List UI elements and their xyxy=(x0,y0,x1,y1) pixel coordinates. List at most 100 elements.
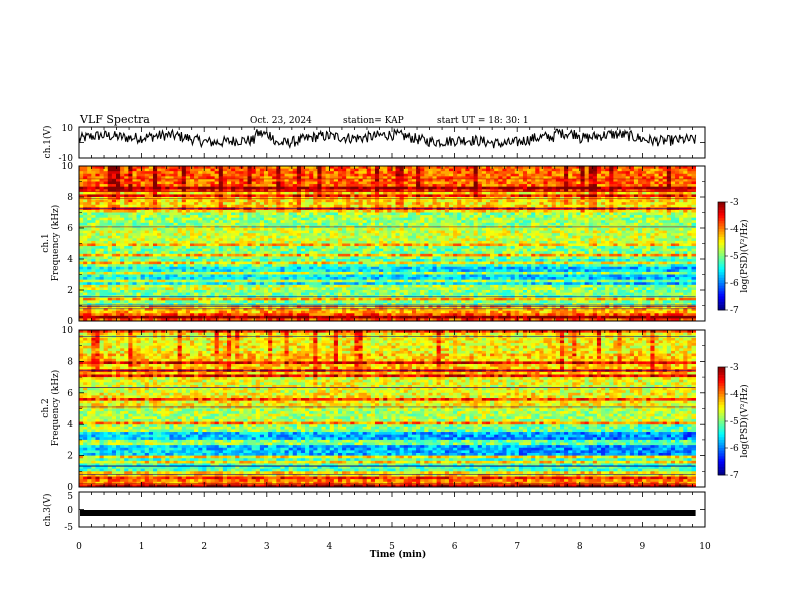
spectrogram-cell xyxy=(202,199,207,203)
spectrogram-cell xyxy=(214,300,220,304)
spectrogram-cell xyxy=(111,300,117,304)
spectrogram-cell xyxy=(189,292,195,296)
spectrogram-cell xyxy=(177,199,183,203)
spectrogram-cell xyxy=(317,171,322,175)
spectrogram-cell xyxy=(99,277,105,281)
spectrogram-cell xyxy=(407,204,413,208)
spectrogram-cell xyxy=(226,259,232,262)
spectrogram-cell xyxy=(337,305,343,309)
spectrogram-cell xyxy=(354,266,359,270)
spectrogram-cell xyxy=(128,248,133,252)
spectrogram-cell xyxy=(124,230,129,234)
spectrogram-cell xyxy=(292,240,298,244)
spectrogram-cell xyxy=(152,297,158,301)
spectrogram-cell xyxy=(263,238,269,242)
spectrogram-cell xyxy=(202,308,207,312)
spectrogram-cell xyxy=(222,222,228,226)
spectrogram-cell xyxy=(116,277,121,281)
spectrogram-cell xyxy=(169,186,174,190)
spectrogram-cell xyxy=(124,297,129,301)
spectrogram-cell xyxy=(366,184,372,188)
spectrogram-cell xyxy=(111,266,117,270)
spectrogram-cell xyxy=(268,189,273,193)
spectrogram-cell xyxy=(403,248,409,252)
spectrogram-cell xyxy=(132,271,137,275)
spectrogram-cell xyxy=(337,228,343,231)
spectrogram-cell xyxy=(148,248,154,252)
spectrogram-cell xyxy=(292,222,298,226)
spectrogram-cell xyxy=(144,217,150,221)
spectrogram-cell xyxy=(99,271,105,275)
spectrogram-cell xyxy=(292,181,298,185)
spectrogram-cell xyxy=(140,166,146,169)
spectrogram-cell xyxy=(189,230,195,234)
spectrogram-cell xyxy=(272,199,277,203)
spectrogram-cell xyxy=(247,271,253,275)
spectrogram-cell xyxy=(152,266,158,270)
spectrogram-cell xyxy=(136,246,142,250)
spectrogram-cell xyxy=(329,248,335,252)
spectrogram-cell xyxy=(83,233,88,237)
spectrogram-cell xyxy=(309,215,314,219)
spectrogram-cell xyxy=(132,297,137,301)
spectrogram-cell xyxy=(87,189,92,193)
spectrogram-cell xyxy=(247,290,253,293)
spectrogram-cell xyxy=(140,228,146,231)
spectrogram-cell xyxy=(165,277,170,281)
spectrogram-cell xyxy=(387,168,392,172)
spectrogram-cell xyxy=(91,168,96,172)
spectrogram-cell xyxy=(189,212,195,216)
spectrogram-cell xyxy=(354,305,359,309)
spectrogram-cell xyxy=(173,284,179,288)
spectrogram-cell xyxy=(148,279,154,283)
spectrogram-cell xyxy=(305,308,310,312)
spectrogram-cell xyxy=(370,256,376,260)
spectrogram-cell xyxy=(243,248,248,252)
spectrogram-cell xyxy=(198,181,203,185)
spectrogram-cell xyxy=(313,173,318,177)
spectrogram-cell xyxy=(226,261,232,265)
spectrogram-cell xyxy=(346,176,351,180)
spectrogram-cell xyxy=(169,256,174,260)
spectrogram-cell xyxy=(165,233,170,237)
spectrogram-cell xyxy=(379,176,384,180)
spectrogram-cell xyxy=(161,176,166,180)
spectrogram-cell xyxy=(251,235,257,239)
spectrogram-cell xyxy=(218,282,224,286)
spectrogram-cell xyxy=(173,297,179,301)
spectrogram-cell xyxy=(313,271,318,275)
spectrogram-cell xyxy=(268,277,273,281)
spectrogram-cell xyxy=(226,168,232,172)
spectrogram-cell xyxy=(177,318,183,322)
spectrogram-cell xyxy=(194,290,199,293)
spectrogram-cell xyxy=(144,212,150,216)
spectrogram-cell xyxy=(132,173,137,177)
spectrogram-cell xyxy=(247,308,253,312)
spectrogram-cell xyxy=(395,171,401,175)
spectrogram-cell xyxy=(350,222,355,226)
spectrogram-cell xyxy=(292,305,298,309)
spectrogram-cell xyxy=(169,308,174,312)
spectrogram-cell xyxy=(263,243,269,247)
spectrogram-cell xyxy=(206,246,211,250)
spectrogram-cell xyxy=(296,217,302,221)
spectrogram-cell xyxy=(407,261,413,265)
spectrogram-cell xyxy=(300,215,306,219)
spectrogram-cell xyxy=(181,166,187,169)
spectrogram-cell xyxy=(161,222,166,226)
spectrogram-cell xyxy=(276,209,281,213)
spectrogram-cell xyxy=(243,228,248,231)
spectrogram-cell xyxy=(140,310,146,314)
spectrogram-cell xyxy=(411,186,417,190)
spectrogram-cell xyxy=(120,240,125,244)
spectrogram-cell xyxy=(333,181,339,185)
spectrogram-cell xyxy=(263,292,269,296)
spectrogram-cell xyxy=(305,259,310,262)
spectrogram-cell xyxy=(284,212,290,216)
spectrogram-cell xyxy=(128,310,133,314)
spectrogram-cell xyxy=(305,313,310,317)
spectrogram-cell xyxy=(181,184,187,188)
spectrogram-cell xyxy=(337,310,343,314)
spectrogram-cell xyxy=(136,194,142,198)
spectrogram-cell xyxy=(403,259,409,262)
